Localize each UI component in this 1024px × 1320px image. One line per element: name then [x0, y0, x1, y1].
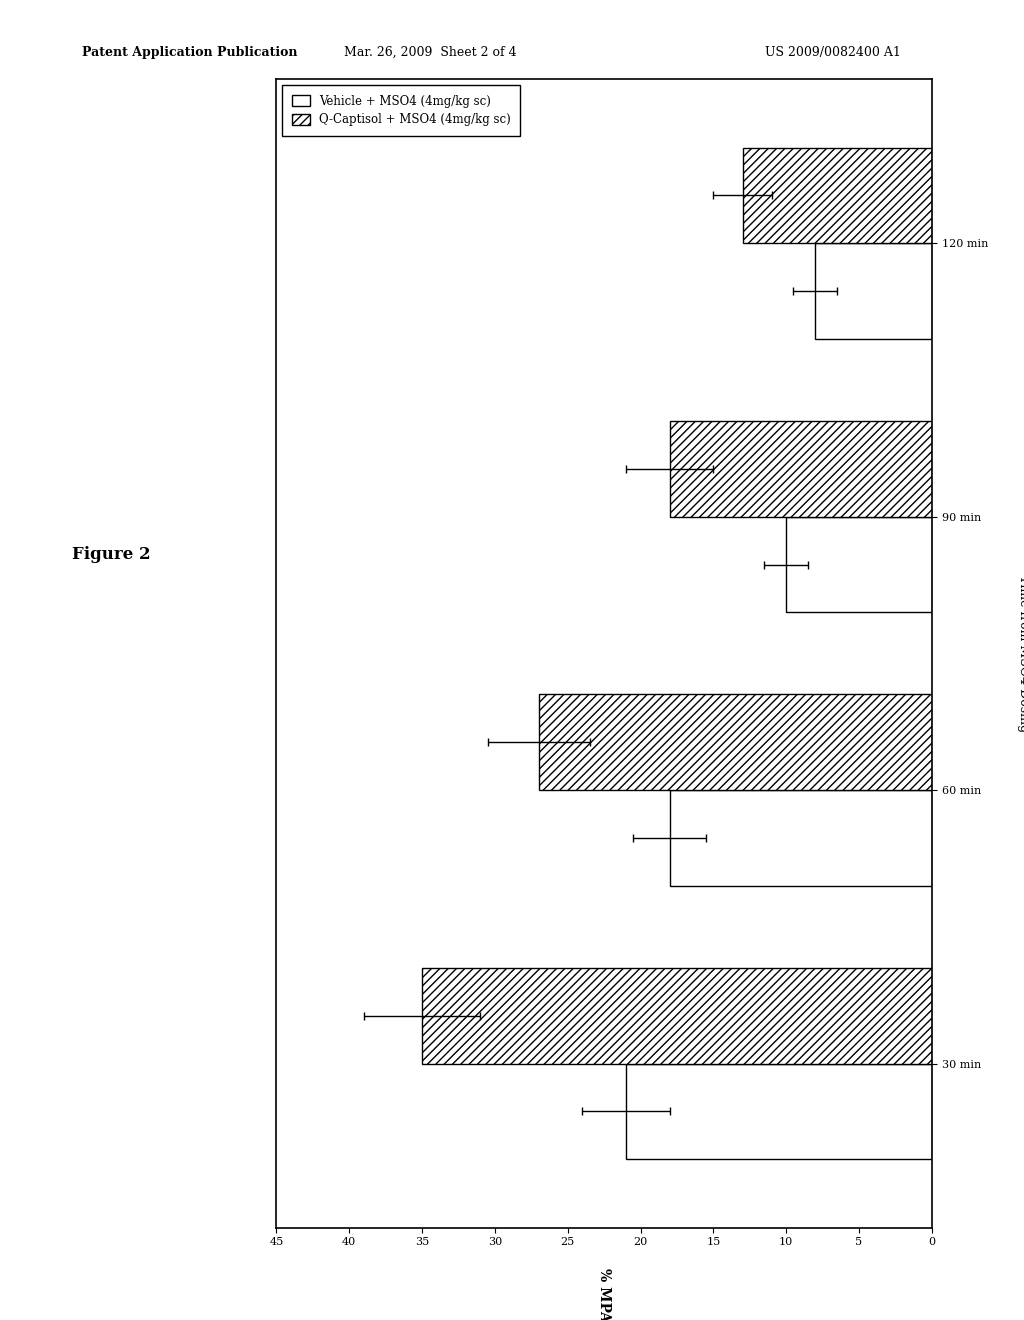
Bar — [742, 148, 932, 243]
Bar — [670, 421, 932, 516]
Text: Mar. 26, 2009  Sheet 2 of 4: Mar. 26, 2009 Sheet 2 of 4 — [344, 46, 516, 59]
Text: US 2009/0082400 A1: US 2009/0082400 A1 — [765, 46, 901, 59]
X-axis label: % MPA: % MPA — [597, 1269, 611, 1320]
Bar — [539, 694, 932, 791]
Bar — [422, 968, 932, 1064]
Text: Figure 2: Figure 2 — [72, 546, 151, 562]
Legend: Vehicle + MSO4 (4mg/kg sc), Q-Captisol + MSO4 (4mg/kg sc): Vehicle + MSO4 (4mg/kg sc), Q-Captisol +… — [283, 84, 520, 136]
Bar — [786, 516, 932, 612]
Y-axis label: Time from MSO4 Dosing: Time from MSO4 Dosing — [1017, 574, 1024, 733]
Bar — [670, 791, 932, 886]
Bar — [815, 243, 932, 339]
Bar — [626, 1064, 932, 1159]
Text: Patent Application Publication: Patent Application Publication — [82, 46, 297, 59]
